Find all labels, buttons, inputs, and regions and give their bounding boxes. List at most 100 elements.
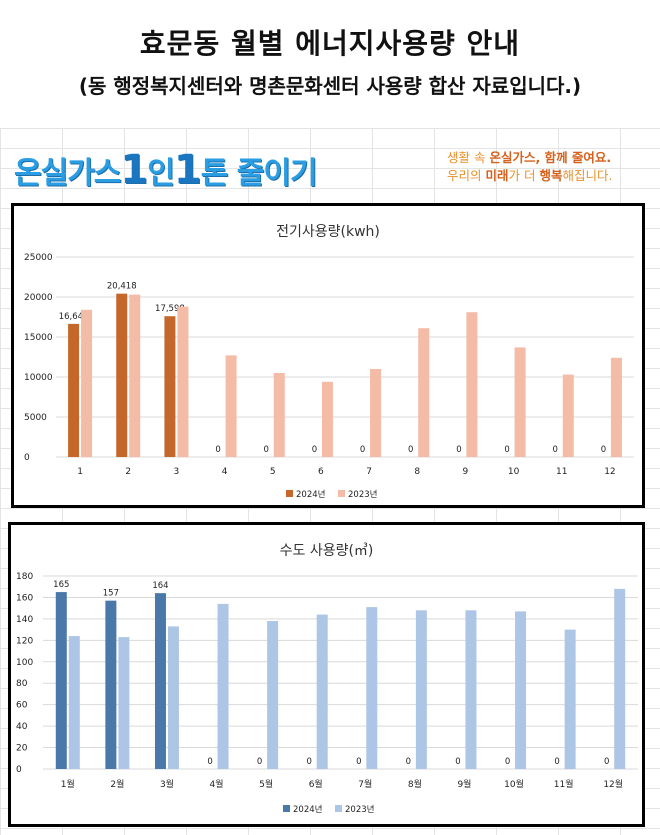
x-tick-label: 8월 (408, 778, 422, 790)
y-tick-label: 180 (16, 572, 33, 582)
y-tick-label: 20000 (24, 293, 53, 303)
x-tick-label: 3 (174, 467, 180, 477)
subtext-1b: 온실가스 (489, 150, 536, 165)
subtext-2b: 미래 (485, 168, 509, 183)
data-label: 17,598 (155, 304, 185, 314)
chart-title: 전기사용량(kwh) (276, 224, 380, 240)
data-label: 0 (408, 445, 413, 455)
subtext-2a: 우리의 (447, 168, 486, 183)
legend-swatch (335, 805, 342, 812)
subtext-2d: 행복 (539, 168, 563, 183)
legend-label: 2023년 (345, 804, 374, 815)
bar-2023 (610, 357, 622, 457)
x-tick-label: 9월 (457, 778, 471, 790)
x-tick-label: 6 (318, 467, 324, 477)
chart-title: 수도 사용량(㎥) (280, 543, 374, 559)
legend-label: 2024년 (293, 804, 322, 815)
subtext-2c: 가 더 (508, 168, 540, 183)
bar-2023 (514, 347, 526, 457)
data-label: 0 (601, 445, 606, 455)
x-tick-label: 7 (366, 467, 372, 477)
bar-2023 (564, 629, 576, 769)
y-tick-label: 25000 (24, 253, 53, 263)
legend-label: 2023년 (348, 489, 377, 500)
x-tick-label: 9 (463, 467, 469, 477)
data-label: 0 (604, 757, 609, 767)
y-tick-label: 100 (16, 658, 33, 668)
subtext-2e: 해집니다. (562, 168, 613, 183)
x-tick-label: 11월 (554, 778, 574, 790)
data-label: 0 (455, 757, 460, 767)
legend-label: 2024년 (296, 489, 325, 500)
x-tick-label: 2 (125, 467, 131, 477)
y-tick-label: 80 (16, 679, 28, 689)
y-tick-label: 160 (16, 593, 33, 603)
bar-2023 (614, 588, 626, 769)
bar-2023 (129, 294, 141, 457)
subtext-1a: 생활 속 (447, 150, 490, 165)
bar-2024 (68, 323, 80, 457)
data-label: 0 (312, 445, 317, 455)
x-tick-label: 12 (604, 467, 615, 477)
data-label: 0 (356, 757, 361, 767)
slogan-text-mid: 인 (147, 156, 175, 191)
data-label: 0 (306, 757, 311, 767)
x-tick-label: 4 (222, 467, 228, 477)
x-tick-label: 5 (270, 467, 276, 477)
x-tick-label: 6월 (309, 778, 323, 790)
y-tick-label: 20 (16, 744, 28, 754)
x-tick-label: 10월 (504, 778, 524, 790)
x-tick-label: 5월 (259, 778, 273, 790)
legend-swatch (283, 805, 290, 812)
y-tick-label: 40 (16, 722, 28, 732)
x-tick-label: 10 (508, 467, 520, 477)
data-label: 0 (406, 757, 411, 767)
y-tick-label: 5000 (24, 413, 47, 423)
page-title: 효문동 월별 에너지사용량 안내 (139, 27, 521, 60)
campaign-slogan: 온실가스1인1톤 줄이기 (14, 147, 318, 193)
subtext-line-2: 우리의 미래가 더 행복해집니다. (447, 167, 647, 185)
water-chart-svg: 수도 사용량(㎥) 0 20 40 60 80 100 120 140 160 180 1월 165 2월… (16, 543, 638, 815)
slogan-text-post: 톤 줄이기 (200, 156, 318, 191)
bar-2023 (515, 611, 527, 769)
data-label: 0 (257, 757, 262, 767)
bar-2023 (415, 610, 427, 769)
x-tick-label: 3월 (160, 778, 174, 790)
y-tick-label: 15000 (24, 333, 53, 343)
data-label: 0 (553, 445, 558, 455)
bar-2023 (466, 312, 478, 457)
y-tick-label: 140 (16, 615, 33, 625)
bar-2023 (267, 621, 279, 769)
bar-2024 (116, 293, 128, 457)
data-label: 0 (360, 445, 365, 455)
subtext-line-1: 생활 속 온실가스, 함께 줄여요. (447, 149, 647, 167)
legend-swatch (286, 490, 293, 497)
y-tick-label: 120 (16, 636, 33, 646)
x-tick-label: 12월 (603, 778, 623, 790)
bar-2023 (321, 381, 333, 457)
slogan-text-pre: 온실가스 (14, 156, 121, 191)
x-tick-label: 7월 (358, 778, 372, 790)
bar-2023 (418, 328, 430, 457)
data-label: 16,640 (59, 312, 89, 322)
bar-2023 (370, 369, 382, 457)
data-label: 0 (504, 445, 509, 455)
bar-2023 (81, 309, 93, 457)
slogan-number-one-a: 1 (120, 147, 148, 193)
data-label: 0 (215, 445, 220, 455)
electricity-chart: 전기사용량(kwh) 0 5000 10000 15000 20000 25000 1 16,6… (11, 203, 645, 508)
bar-2023 (316, 614, 328, 769)
slogan-number-one-b: 1 (173, 147, 202, 193)
bar-2023 (68, 636, 80, 769)
bar-2023 (273, 373, 285, 457)
bar-2023 (225, 355, 237, 457)
subtext-1c: , 함께 줄여요. (535, 150, 612, 165)
data-label: 0 (264, 445, 269, 455)
x-tick-label: 1월 (61, 778, 75, 790)
bar-2023 (366, 607, 378, 769)
bar-2023 (217, 603, 229, 769)
bar-2023 (562, 374, 574, 457)
page-subtitle: (동 행정복지센터와 명촌문화센터 사용량 합산 자료입니다.) (78, 74, 582, 98)
x-tick-label: 4월 (210, 778, 224, 790)
y-tick-label: 60 (16, 701, 28, 711)
